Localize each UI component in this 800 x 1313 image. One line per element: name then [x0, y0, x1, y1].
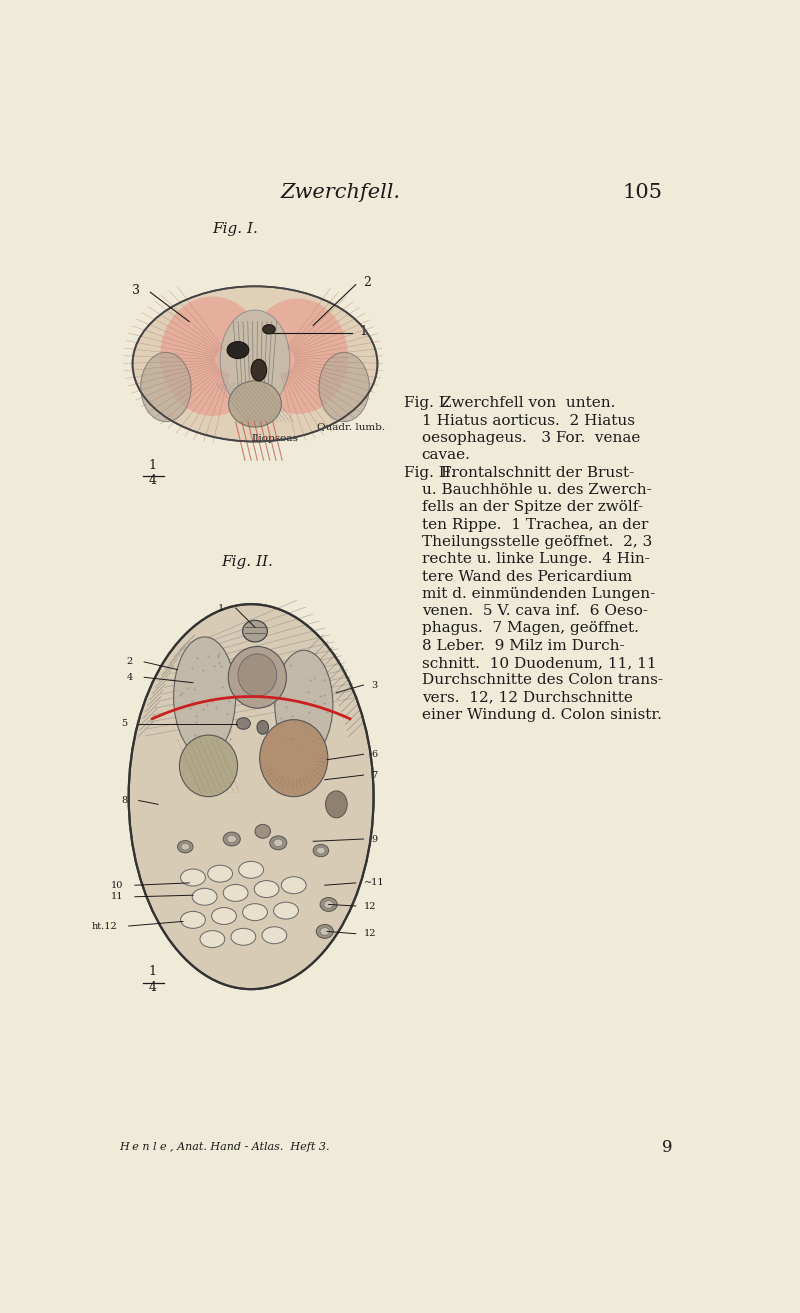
Ellipse shape	[238, 861, 263, 878]
Text: 2: 2	[363, 276, 371, 289]
Ellipse shape	[282, 877, 306, 894]
Ellipse shape	[274, 839, 283, 847]
Ellipse shape	[326, 790, 347, 818]
Ellipse shape	[237, 718, 250, 729]
Ellipse shape	[192, 889, 217, 905]
Text: 3: 3	[132, 284, 140, 297]
Text: phagus.  7 Magen, geöffnet.: phagus. 7 Magen, geöffnet.	[422, 621, 638, 635]
Text: 2: 2	[126, 658, 133, 667]
Ellipse shape	[229, 381, 282, 427]
Ellipse shape	[319, 352, 370, 421]
Text: ht.12: ht.12	[91, 922, 117, 931]
Text: 1 Hiatus aorticus.  2 Hiatus: 1 Hiatus aorticus. 2 Hiatus	[422, 414, 634, 428]
Ellipse shape	[262, 927, 286, 944]
Ellipse shape	[211, 907, 237, 924]
Text: Theilungsstelle geöffnet.  2, 3: Theilungsstelle geöffnet. 2, 3	[422, 534, 652, 549]
Ellipse shape	[200, 931, 225, 948]
Text: rechte u. linke Lunge.  4 Hin-: rechte u. linke Lunge. 4 Hin-	[422, 553, 650, 566]
Text: ~11: ~11	[363, 878, 384, 888]
Text: Frontalschnitt der Brust-: Frontalschnitt der Brust-	[441, 466, 634, 479]
Ellipse shape	[181, 869, 206, 886]
Ellipse shape	[320, 898, 337, 911]
Text: 4: 4	[126, 672, 133, 681]
Ellipse shape	[247, 298, 348, 414]
Text: 6: 6	[371, 750, 378, 759]
Text: Fig. II.: Fig. II.	[404, 466, 455, 479]
Ellipse shape	[208, 865, 233, 882]
Ellipse shape	[251, 360, 266, 381]
Text: H e n l e , Anat. Hand - Atlas.  Heft 3.: H e n l e , Anat. Hand - Atlas. Heft 3.	[119, 1142, 330, 1152]
Ellipse shape	[260, 720, 328, 797]
Ellipse shape	[254, 881, 279, 898]
Text: Fig. I.: Fig. I.	[213, 222, 258, 236]
Ellipse shape	[223, 832, 240, 846]
Text: 1: 1	[149, 965, 157, 978]
Text: schnitt.  10 Duodenum, 11, 11: schnitt. 10 Duodenum, 11, 11	[422, 656, 656, 670]
Ellipse shape	[242, 903, 267, 920]
Text: 12: 12	[363, 930, 376, 939]
Ellipse shape	[228, 646, 286, 708]
Ellipse shape	[324, 901, 334, 909]
Ellipse shape	[274, 902, 298, 919]
Text: 4: 4	[149, 474, 157, 487]
Text: Quadr. lumb.: Quadr. lumb.	[317, 421, 385, 431]
Text: 8: 8	[121, 796, 127, 805]
Text: einer Windung d. Colon sinistr.: einer Windung d. Colon sinistr.	[422, 708, 662, 722]
Ellipse shape	[320, 927, 330, 935]
Text: 1: 1	[360, 326, 368, 337]
Text: cavae.: cavae.	[422, 448, 470, 462]
Ellipse shape	[220, 310, 290, 410]
Text: Zwerchfell von  unten.: Zwerchfell von unten.	[441, 397, 615, 410]
Ellipse shape	[270, 836, 286, 850]
Text: oesophageus.   3 For.  venae: oesophageus. 3 For. venae	[422, 431, 640, 445]
Text: mit d. einmündenden Lungen-: mit d. einmündenden Lungen-	[422, 587, 655, 601]
Text: 1: 1	[218, 604, 224, 612]
Ellipse shape	[227, 835, 237, 843]
Text: u. Bauchhöhle u. des Zwerch-: u. Bauchhöhle u. des Zwerch-	[422, 483, 651, 496]
Text: vers.  12, 12 Durchschnitte: vers. 12, 12 Durchschnitte	[422, 691, 633, 705]
Ellipse shape	[262, 324, 275, 334]
Ellipse shape	[181, 843, 190, 850]
Text: 9: 9	[371, 835, 378, 843]
Ellipse shape	[160, 297, 265, 416]
Text: ten Rippe.  1 Trachea, an der: ten Rippe. 1 Trachea, an der	[422, 517, 648, 532]
Text: 1: 1	[149, 458, 157, 471]
Ellipse shape	[257, 721, 269, 734]
Text: Durchschnitte des Colon trans-: Durchschnitte des Colon trans-	[422, 674, 662, 688]
Text: 11: 11	[110, 893, 123, 901]
Ellipse shape	[179, 735, 238, 797]
Text: 9: 9	[662, 1138, 672, 1155]
Text: 5: 5	[121, 720, 127, 727]
Text: tere Wand des Pericardium: tere Wand des Pericardium	[422, 570, 632, 583]
Ellipse shape	[255, 825, 270, 838]
Ellipse shape	[242, 620, 267, 642]
Ellipse shape	[174, 637, 236, 756]
Ellipse shape	[317, 847, 325, 853]
Text: Zwerchfell.: Zwerchfell.	[280, 183, 400, 202]
Ellipse shape	[313, 844, 329, 856]
Ellipse shape	[181, 911, 206, 928]
Text: 10: 10	[111, 881, 123, 890]
Ellipse shape	[129, 604, 374, 989]
Ellipse shape	[274, 650, 333, 758]
Text: 105: 105	[622, 183, 662, 202]
Ellipse shape	[178, 840, 193, 853]
Ellipse shape	[238, 654, 277, 696]
Text: fells an der Spitze der zwölf-: fells an der Spitze der zwölf-	[422, 500, 642, 515]
Text: 3: 3	[371, 680, 378, 689]
Text: 7: 7	[371, 771, 378, 780]
Text: Fig. II.: Fig. II.	[222, 554, 273, 569]
Text: 8 Leber.  9 Milz im Durch-: 8 Leber. 9 Milz im Durch-	[422, 639, 624, 653]
Ellipse shape	[141, 352, 191, 421]
Text: Fig. I.: Fig. I.	[404, 397, 450, 410]
Text: 12: 12	[363, 902, 376, 910]
Ellipse shape	[227, 341, 249, 358]
Text: 4: 4	[149, 981, 157, 994]
Ellipse shape	[223, 885, 248, 902]
Ellipse shape	[133, 286, 378, 441]
Ellipse shape	[316, 924, 334, 939]
Ellipse shape	[231, 928, 256, 945]
Text: Iliopsoas: Iliopsoas	[251, 433, 298, 442]
Text: venen.  5 V. cava inf.  6 Oeso-: venen. 5 V. cava inf. 6 Oeso-	[422, 604, 648, 618]
